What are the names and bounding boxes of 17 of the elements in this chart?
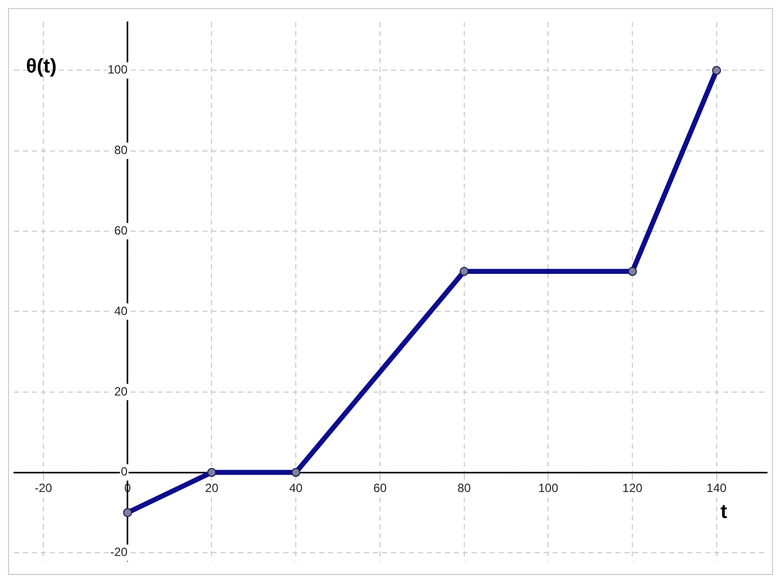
y-tick-label: 0 [120, 464, 128, 479]
x-tick-label: 40 [289, 480, 303, 495]
x-tick-label: 20 [205, 480, 219, 495]
y-tick-label: 20 [114, 384, 128, 398]
y-tick-label: 80 [114, 143, 128, 158]
x-tick-label: -20 [34, 480, 52, 495]
x-tick-label: 60 [373, 480, 387, 495]
x-tick-label: 80 [457, 480, 472, 495]
x-tick-label: 140 [706, 480, 727, 495]
y-tick-label: -20 [110, 545, 128, 560]
y-tick-label: 40 [114, 304, 128, 318]
y-axis-title: θ(t) [26, 56, 57, 78]
x-tick-label: 120 [622, 480, 643, 495]
x-axis-title: t [720, 500, 728, 523]
y-tick-label: 100 [108, 62, 128, 77]
y-tick-label: 60 [114, 224, 128, 238]
x-tick-label: 100 [538, 480, 559, 495]
